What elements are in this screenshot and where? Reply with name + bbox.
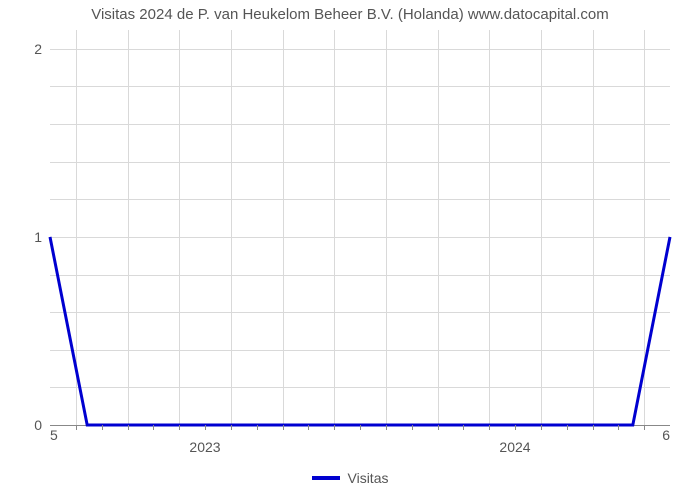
x-minor-tick: [489, 425, 490, 430]
x-minor-tick: [128, 425, 129, 430]
y-tick-label: 0: [34, 417, 50, 433]
x-minor-tick: [231, 425, 232, 430]
y-tick-label: 1: [34, 229, 50, 245]
x-minor-tick: [205, 425, 206, 430]
x-minor-tick: [386, 425, 387, 430]
x-minor-tick: [334, 425, 335, 430]
x-minor-tick: [76, 425, 77, 430]
x-corner-label: 5: [50, 425, 58, 443]
x-minor-tick: [593, 425, 594, 430]
x-minor-tick: [412, 425, 413, 430]
x-minor-tick: [102, 425, 103, 430]
x-minor-tick: [308, 425, 309, 430]
x-minor-tick: [463, 425, 464, 430]
x-minor-tick: [438, 425, 439, 430]
x-corner-label: 6: [662, 425, 670, 443]
x-minor-tick: [179, 425, 180, 430]
x-minor-tick: [283, 425, 284, 430]
chart-title: Visitas 2024 de P. van Heukelom Beheer B…: [0, 6, 700, 23]
series-path: [50, 237, 670, 425]
x-minor-tick: [257, 425, 258, 430]
line-series: [50, 30, 670, 425]
x-minor-tick: [515, 425, 516, 430]
chart-container: { "chart": { "type": "line", "title": "V…: [0, 0, 700, 500]
x-minor-tick: [541, 425, 542, 430]
legend-swatch: [312, 476, 340, 480]
legend-label: Visitas: [348, 470, 389, 486]
plot-area: 012 56 20232024: [50, 30, 670, 425]
x-minor-tick: [360, 425, 361, 430]
x-minor-tick: [153, 425, 154, 430]
legend: Visitas: [0, 470, 700, 486]
y-tick-label: 2: [34, 41, 50, 57]
x-minor-tick: [644, 425, 645, 430]
x-minor-tick: [618, 425, 619, 430]
x-minor-tick: [567, 425, 568, 430]
